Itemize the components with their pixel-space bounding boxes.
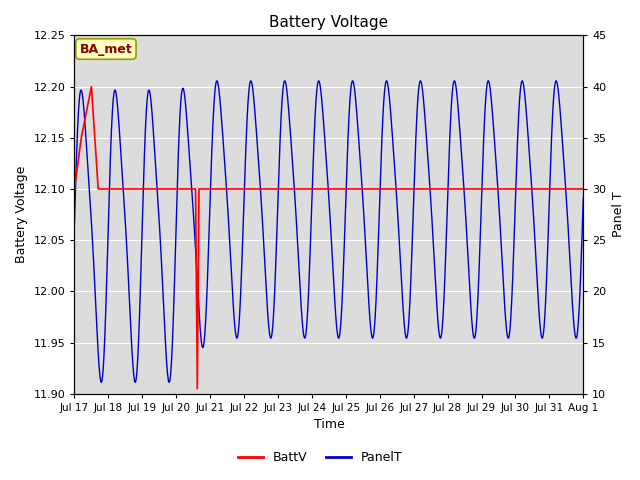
X-axis label: Time: Time	[314, 419, 344, 432]
Legend: BattV, PanelT: BattV, PanelT	[232, 446, 408, 469]
Text: BA_met: BA_met	[79, 43, 132, 56]
Y-axis label: Panel T: Panel T	[612, 192, 625, 238]
Title: Battery Voltage: Battery Voltage	[269, 15, 388, 30]
Y-axis label: Battery Voltage: Battery Voltage	[15, 166, 28, 263]
